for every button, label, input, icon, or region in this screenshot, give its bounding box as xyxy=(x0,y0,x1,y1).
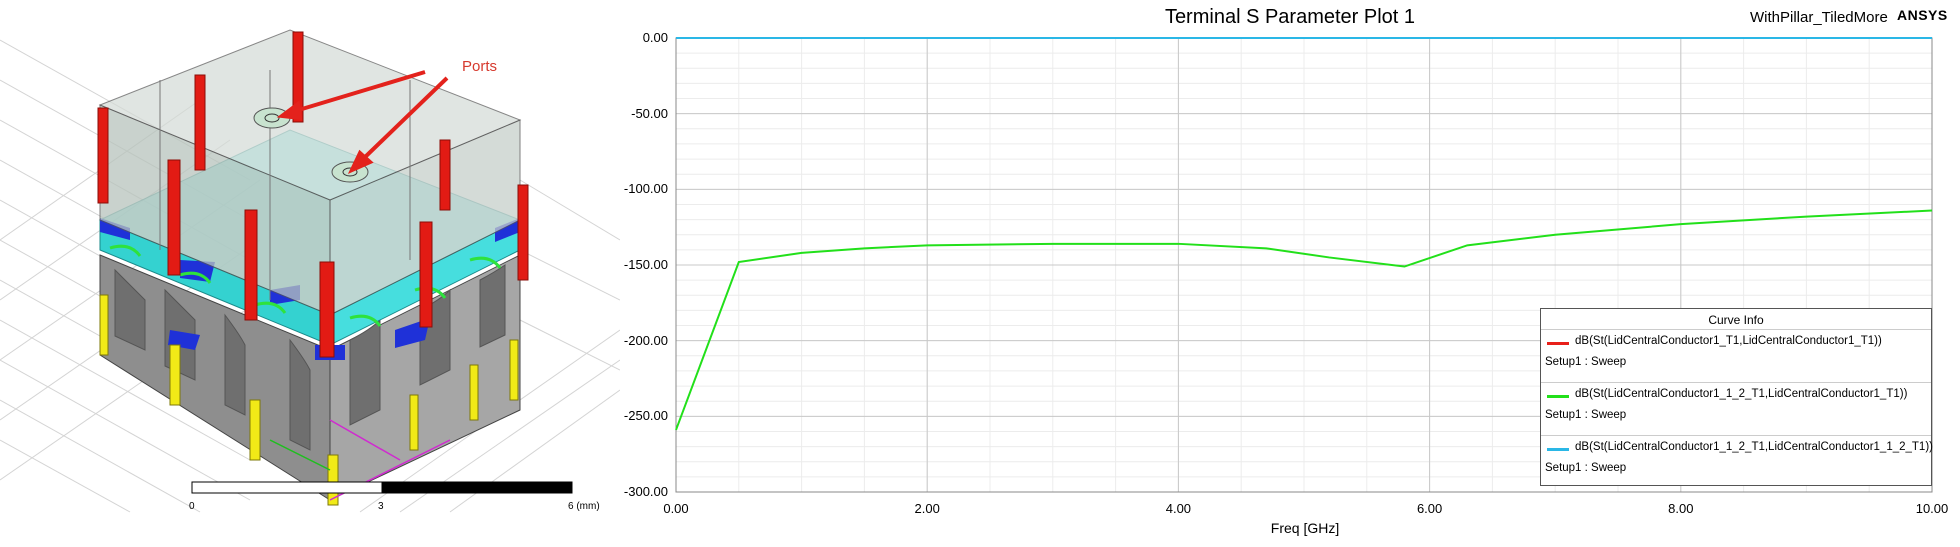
ansys-logo: ANSYS xyxy=(1897,7,1948,23)
scale-label-0: 0 xyxy=(189,501,195,512)
legend-curve-setup: Setup1 : Sweep xyxy=(1545,409,1627,421)
legend-entry-1[interactable]: dB(St(LidCentralConductor1_T1,LidCentral… xyxy=(1541,329,1931,382)
ports-annotation: Ports xyxy=(462,58,498,75)
x-tick-label: 6.00 xyxy=(1416,501,1443,516)
model-geometry xyxy=(0,29,621,513)
legend-curve-name: dB(St(LidCentralConductor1_1_2_T1,LidCen… xyxy=(1575,441,1933,453)
legend-entry-2[interactable]: dB(St(LidCentralConductor1_1_2_T1,LidCen… xyxy=(1541,382,1931,435)
y-tick-label: -250.00 xyxy=(623,408,668,424)
scale-label-6mm: 6 (mm) xyxy=(568,501,600,512)
x-tick-label: 8.00 xyxy=(1668,501,1694,516)
y-tick-label: 0.00 xyxy=(642,30,668,45)
y-tick-label: -100.00 xyxy=(623,181,668,197)
curve-info-legend[interactable]: Curve Info dB(St(LidCentralConductor1_T1… xyxy=(1540,308,1933,488)
y-tick-label: -150.00 xyxy=(623,257,668,272)
legend-curve-setup: Setup1 : Sweep xyxy=(1545,356,1627,368)
series-line-2 xyxy=(675,209,1933,431)
legend-swatch-red xyxy=(1547,342,1569,345)
plot-panel[interactable]: Terminal S Parameter Plot 1 xyxy=(620,0,1960,542)
model-viewport[interactable]: Ports 0 3 6 (mm) xyxy=(0,0,621,542)
y-tick-label: -300.00 xyxy=(623,484,668,499)
x-tick-label: 4.00 xyxy=(1165,501,1192,516)
x-tick-label: 0.00 xyxy=(663,501,689,516)
plot-title: Terminal S Parameter Plot 1 xyxy=(1164,6,1416,28)
legend-entry-3[interactable]: dB(St(LidCentralConductor1_1_2_T1,LidCen… xyxy=(1541,435,1933,488)
legend-swatch-green xyxy=(1547,395,1569,398)
design-name: WithPillar_TiledMore xyxy=(1750,9,1888,26)
legend-curve-name: dB(St(LidCentralConductor1_1_2_T1,LidCen… xyxy=(1575,388,1908,400)
legend-swatch-cyan xyxy=(1547,448,1569,451)
x-axis-title: Freq [GHz] xyxy=(1270,520,1340,536)
x-tick-label: 10.00 xyxy=(1915,501,1949,516)
x-tick-label: 2.00 xyxy=(914,501,940,516)
scale-label-3: 3 xyxy=(378,501,384,512)
y-tick-label: -50.00 xyxy=(631,105,668,121)
legend-title: Curve Info xyxy=(1708,313,1764,327)
y-tick-label: -200.00 xyxy=(623,332,668,348)
legend-curve-setup: Setup1 : Sweep xyxy=(1545,462,1627,474)
legend-curve-name: dB(St(LidCentralConductor1_T1,LidCentral… xyxy=(1575,335,1882,347)
